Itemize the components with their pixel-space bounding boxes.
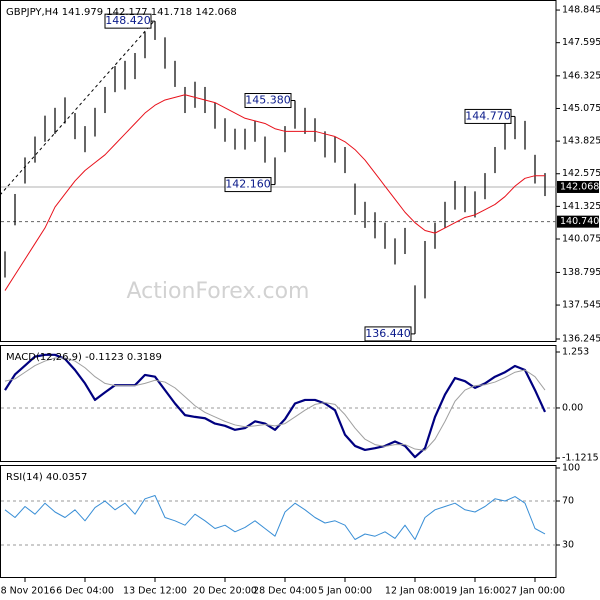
y-tick-label: 141.325 — [562, 201, 600, 212]
y-tick-label: 145.075 — [562, 103, 600, 114]
y-tick-label: 70 — [562, 496, 574, 507]
watermark: ActionForex.com — [127, 279, 310, 304]
price-label: 140.740 — [560, 216, 599, 227]
x-tick-label: 19 Jan 16:00 — [445, 586, 505, 597]
annotation-label: 145.380 — [245, 94, 291, 107]
indicator-line — [4, 495, 546, 540]
y-tick-label: 30 — [562, 540, 574, 551]
y-tick-label: 142.575 — [562, 168, 600, 179]
x-tick-label: 6 Dec 04:00 — [56, 586, 114, 597]
x-tick-label: 5 Jan 00:00 — [318, 586, 372, 597]
y-tick-label: 0.00 — [562, 402, 583, 413]
panel-frame — [0, 345, 557, 462]
annotation-box — [104, 13, 152, 29]
price-label-box — [557, 215, 599, 228]
y-tick-label: 137.545 — [562, 300, 600, 311]
x-tick-label: 13 Dec 12:00 — [123, 586, 187, 597]
price-label-box — [557, 180, 599, 193]
indicator-line — [4, 94, 545, 291]
y-tick-label: 140.075 — [562, 234, 600, 245]
annotation-label: 136.440 — [365, 327, 411, 340]
panel-frame — [0, 0, 557, 342]
indicator-line — [4, 353, 547, 459]
indicator-line — [4, 357, 546, 451]
last-price-label: 142.068 — [560, 181, 599, 192]
y-tick-label: -1.1215 — [562, 453, 599, 464]
annotation-label: 142.160 — [225, 178, 271, 191]
panel-title: RSI(14) 40.0357 — [6, 472, 87, 483]
x-tick-label: 28 Nov 2016 — [0, 586, 55, 597]
panel-title: GBPJPY,H4 141.979 142.177 141.718 142.06… — [6, 7, 237, 18]
y-tick-label: 143.825 — [562, 136, 600, 147]
annotation-box — [364, 326, 412, 342]
x-tick-label: 20 Dec 20:00 — [193, 586, 257, 597]
x-tick-label: 12 Jan 08:00 — [385, 586, 445, 597]
annotation-box — [464, 108, 512, 124]
y-tick-label: 147.595 — [562, 37, 600, 48]
annotation-box — [244, 93, 292, 109]
x-tick-label: 28 Dec 04:00 — [253, 586, 317, 597]
y-tick-label: 1.253 — [562, 347, 589, 358]
annotation-label: 148.420 — [105, 14, 151, 27]
annotation-box — [224, 177, 272, 193]
y-tick-label: 100 — [562, 463, 580, 474]
panel-frame — [0, 465, 557, 578]
y-tick-label: 138.795 — [562, 267, 600, 278]
panel-title: MACD(12,26,9) -0.1123 0.3189 — [6, 352, 162, 363]
annotation-label: 144.770 — [465, 109, 511, 122]
y-tick-label: 146.325 — [562, 70, 600, 81]
x-tick-label: 27 Jan 00:00 — [505, 586, 565, 597]
y-tick-label: 148.845 — [562, 5, 600, 16]
y-tick-label: 136.245 — [562, 333, 600, 344]
trend-line — [0, 19, 156, 196]
